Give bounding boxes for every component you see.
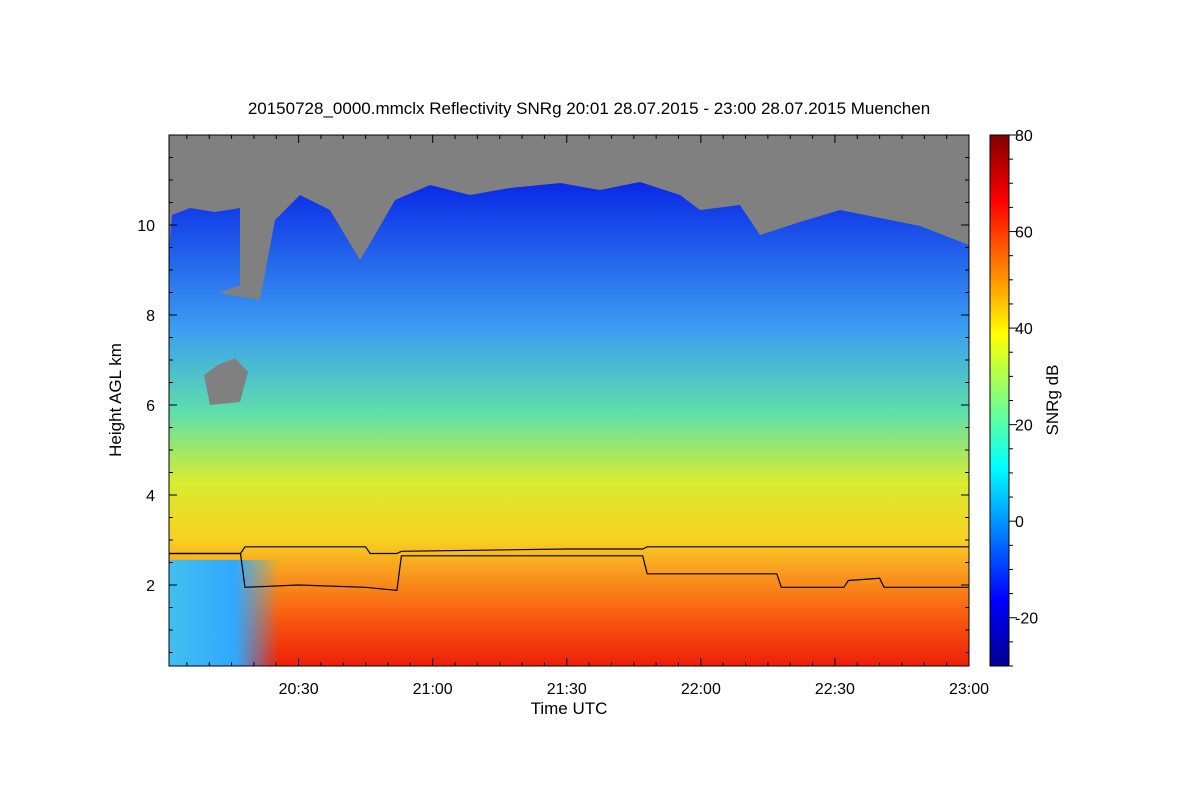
series-lines: [169, 546, 969, 592]
x-tick-label: 22:00: [681, 681, 721, 698]
x-tick-label: 22:30: [815, 681, 855, 698]
low-level-clutter: [169, 560, 279, 666]
x-tick-label: 21:30: [547, 681, 587, 698]
x-tick-label: 23:00: [949, 681, 989, 698]
x-axis-label: Time UTC: [531, 699, 608, 718]
no-signal-pocket: [204, 358, 248, 405]
colorbar-tick-label: 20: [1015, 418, 1033, 435]
x-axis: 20:30 21:00 21:30 22:00 22:30 23:00: [186, 135, 989, 698]
x-tick-label: 21:00: [413, 681, 453, 698]
y-tick-label: 10: [137, 218, 155, 235]
colorbar-tick-label: 80: [1015, 128, 1033, 145]
y-tick-label: 8: [146, 308, 155, 325]
colorbar-tick-label: 0: [1015, 514, 1024, 531]
y-tick-label: 6: [146, 398, 155, 415]
colorbar-tick-label: 60: [1015, 225, 1033, 242]
y-tick-label: 4: [146, 488, 155, 505]
y-axis: 2 4 6 8 10: [137, 157, 969, 653]
colorbar: [989, 134, 1010, 667]
signal-field: [169, 182, 969, 666]
plot-area: [169, 135, 969, 666]
colorbar-label: SNRg dB: [1043, 365, 1062, 436]
x-tick-label: 20:30: [279, 681, 319, 698]
colorbar-axis: -20 0 20 40 60 80: [1009, 128, 1038, 667]
chart-title: 20150728_0000.mmclx Reflectivity SNRg 20…: [248, 99, 930, 118]
y-tick-label: 2: [146, 578, 155, 595]
series-line-1: [169, 546, 969, 555]
series-line-2: [169, 552, 969, 592]
colorbar-tick-label: 40: [1015, 321, 1033, 338]
colorbar-tick-label: -20: [1015, 611, 1038, 628]
plot-frame: [168, 134, 970, 667]
y-axis-label: Height AGL km: [106, 343, 125, 457]
